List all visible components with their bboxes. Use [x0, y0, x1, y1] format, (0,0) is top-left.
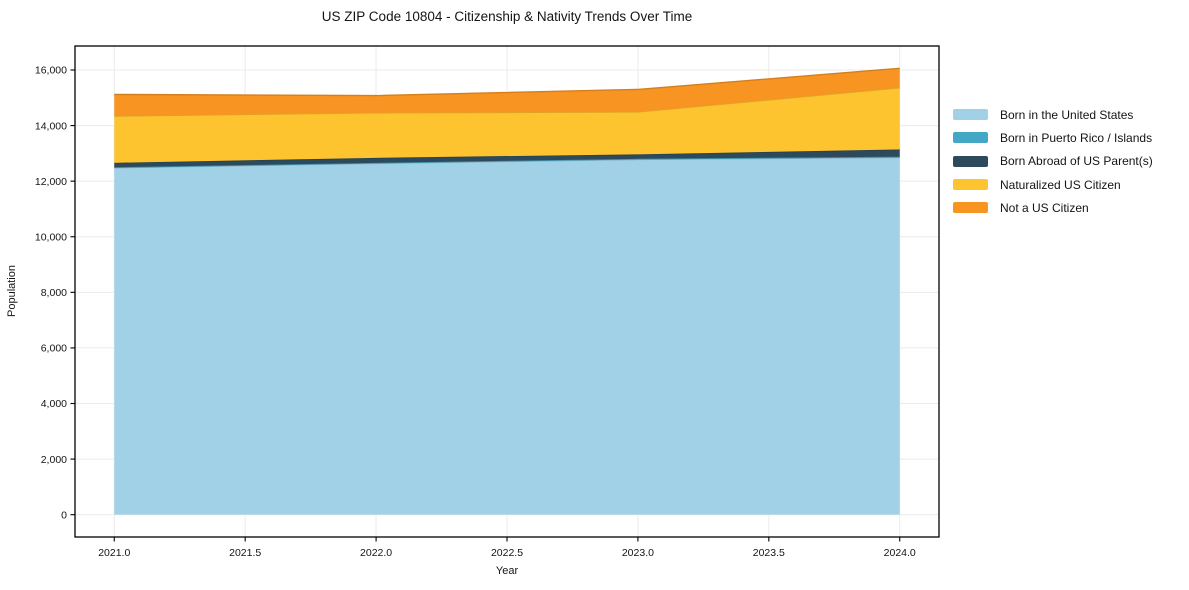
- y-tick-label: 6,000: [41, 343, 67, 355]
- chart-title: US ZIP Code 10804 - Citizenship & Nativi…: [321, 9, 693, 24]
- legend-swatch-born-abroad-icon: [953, 155, 988, 167]
- y-tick-label: 0: [61, 509, 67, 521]
- legend-swatch-born-puerto-rico-islands-icon: [953, 132, 988, 144]
- y-tick-label: 10,000: [35, 231, 67, 243]
- legend-swatch-naturalized-icon: [953, 179, 988, 191]
- legend-label: Born in Puerto Rico / Islands: [1000, 130, 1153, 145]
- x-tick-label: 2023.5: [753, 547, 785, 559]
- legend-swatch-born-in-us-icon: [953, 109, 988, 121]
- y-axis-ticks: 0 2,000 4,000 6,000 8,000 10,000 12,000 14,000 1…: [35, 65, 75, 521]
- area-born-abroad-of-us-parent-s: [114, 149, 900, 168]
- y-axis-label: Population: [6, 265, 18, 317]
- legend-swatch-not-citizen-icon: [953, 202, 988, 214]
- legend-label: Born in the United States: [1000, 107, 1134, 122]
- y-tick-label: 2,000: [41, 454, 67, 466]
- x-axis-ticks: 2021.0 2021.5 2022.0 2022.5 2023.0 2023.5 2024…: [98, 537, 916, 559]
- area-edge-not-a-us-citizen: [114, 67, 900, 97]
- legend-item-not-citizen: Not a US Citizen: [953, 196, 1153, 219]
- y-tick-label: 14,000: [35, 120, 67, 132]
- x-tick-label: 2021.0: [98, 547, 130, 559]
- y-tick-label: 4,000: [41, 398, 67, 410]
- y-tick-label: 12,000: [35, 176, 67, 188]
- area-born-in-the-united-states: [114, 157, 900, 515]
- legend-label: Born Abroad of US Parent(s): [1000, 154, 1153, 169]
- area-not-a-us-citizen: [114, 68, 900, 117]
- x-tick-label: 2023.0: [622, 547, 654, 559]
- legend-label: Not a US Citizen: [1000, 200, 1089, 215]
- x-tick-label: 2021.5: [229, 547, 261, 559]
- x-axis-label: Year: [496, 565, 519, 577]
- x-tick-label: 2022.5: [491, 547, 523, 559]
- x-tick-label: 2022.0: [360, 547, 392, 559]
- legend-item-born-in-us: Born in the United States: [953, 103, 1153, 126]
- y-tick-label: 8,000: [41, 287, 67, 299]
- legend-label: Naturalized US Citizen: [1000, 177, 1121, 192]
- legend-item-born-abroad: Born Abroad of US Parent(s): [953, 150, 1153, 173]
- legend-item-born-puerto-rico-islands: Born in Puerto Rico / Islands: [953, 126, 1153, 149]
- x-tick-label: 2024.0: [884, 547, 916, 559]
- y-tick-label: 16,000: [35, 65, 67, 77]
- legend-item-naturalized: Naturalized US Citizen: [953, 173, 1153, 196]
- area-layers: [114, 67, 900, 515]
- legend: Born in the United States Born in Puerto…: [953, 103, 1153, 219]
